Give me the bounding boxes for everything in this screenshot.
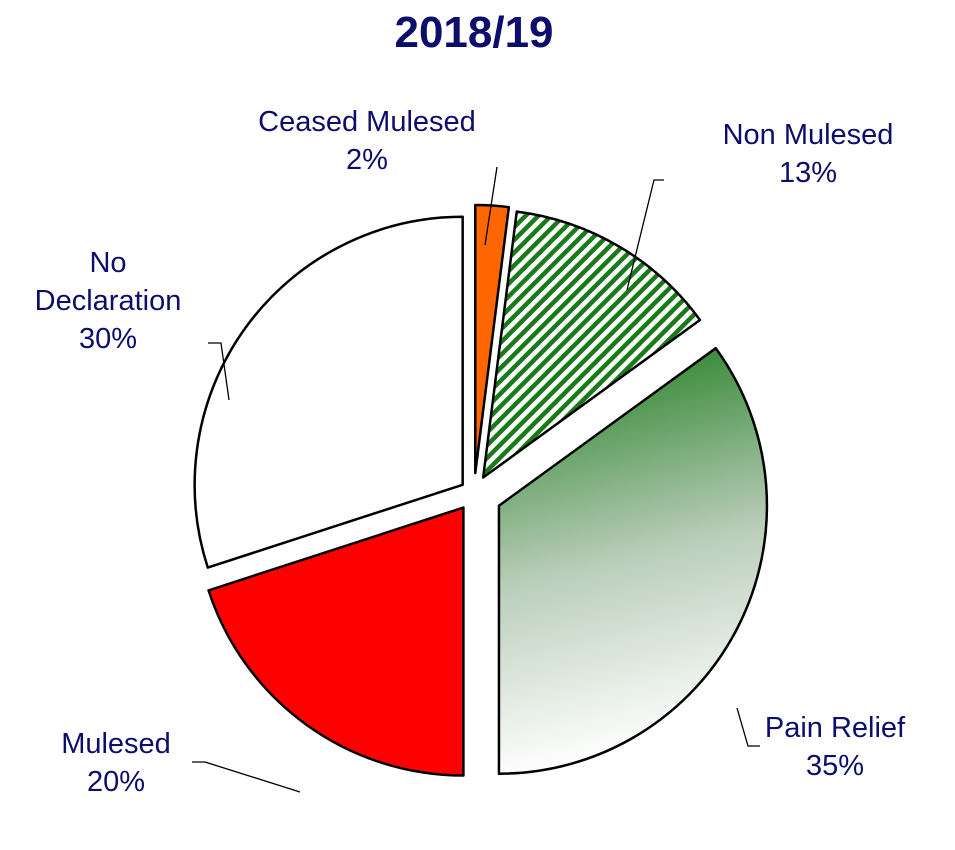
data-label-no-declaration: No Declaration 30% xyxy=(35,247,182,355)
data-label-percent: 20% xyxy=(87,766,145,798)
data-label-name: No xyxy=(89,247,126,279)
data-label-name: Non Mulesed xyxy=(723,119,894,151)
data-label-name: Declaration xyxy=(35,285,182,317)
data-label-percent: 35% xyxy=(806,750,864,782)
data-labels: Ceased Mulesed 2% Non Mulesed 13% Pain Relie… xyxy=(35,106,906,798)
pie-slices xyxy=(195,205,767,776)
data-label-non-mulesed: Non Mulesed 13% xyxy=(723,119,894,189)
data-label-pain-relief: Pain Relief 35% xyxy=(765,712,906,782)
data-label-mulesed: Mulesed 20% xyxy=(61,728,171,798)
data-label-percent: 2% xyxy=(346,144,388,176)
data-label-percent: 30% xyxy=(79,323,137,355)
data-label-name: Mulesed xyxy=(61,728,171,760)
data-label-percent: 13% xyxy=(779,157,837,189)
leader-line-mulesed xyxy=(192,762,300,792)
leader-line-pain-relief xyxy=(737,708,760,746)
data-label-ceased-mulesed: Ceased Mulesed 2% xyxy=(258,106,476,176)
data-label-name: Ceased Mulesed xyxy=(258,106,476,138)
pie-slice-no-declaration xyxy=(195,217,463,568)
chart-title: 2018/19 xyxy=(394,8,553,57)
data-label-name: Pain Relief xyxy=(765,712,906,744)
